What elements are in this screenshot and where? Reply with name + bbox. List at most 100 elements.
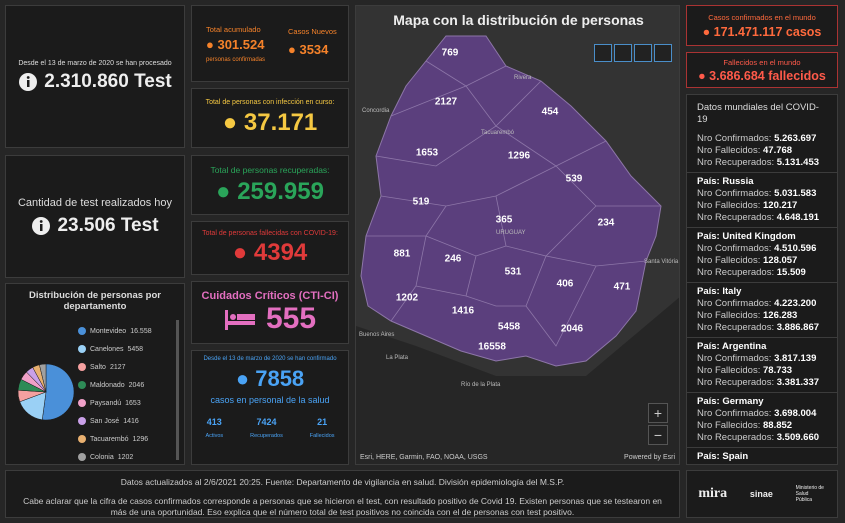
stat-row: Nro Confirmados: 4.223.200	[697, 298, 827, 310]
field-label: Nro Confirmados:	[697, 463, 771, 464]
critical-card: Cuidados Críticos (CTI-CI) 555	[191, 281, 349, 344]
department-row: Tacuarembó 1296	[78, 430, 174, 448]
field-value: 3.698.004	[774, 408, 817, 419]
stat-value: 21	[317, 417, 328, 427]
field-value: 4.510.596	[774, 243, 817, 254]
map-count: 5458	[498, 322, 521, 333]
stat-row: Nro Recuperados: 4.648.191	[697, 212, 827, 224]
value: 259.959	[237, 177, 324, 205]
bed-icon	[224, 309, 255, 330]
department-borders	[366, 60, 661, 347]
accumulated-card: Total acumulado ● 301.524 personas confi…	[191, 5, 349, 82]
place-label: URUGUAY	[496, 230, 526, 236]
pie-slice	[39, 363, 47, 393]
department-row: Montevideo 16.558	[78, 322, 174, 340]
department-value: 1296	[132, 435, 149, 443]
field-label: Nro Confirmados:	[697, 353, 772, 364]
stat-row: Nro Recuperados: 3.381.337	[697, 377, 827, 389]
map-title: Mapa con la distribución de personas	[393, 12, 644, 28]
country-name: Germany	[722, 396, 764, 407]
field-value: 120.217	[763, 200, 798, 211]
layers-button[interactable]	[634, 44, 652, 62]
department-value: 2127	[109, 363, 126, 371]
stat-value: 7424	[256, 417, 277, 427]
place-label: La Plata	[386, 355, 409, 361]
home-button[interactable]	[594, 44, 612, 62]
country-entry: País: Germany Nro Confirmados: 3.698.004 N…	[687, 393, 837, 448]
value: 3534	[299, 42, 329, 57]
department-row: Paysandú 1653	[78, 394, 174, 412]
pie-slice	[41, 363, 75, 421]
map: 769 2127 454 1653 1296 539 519 365 234 881 246 531 4…	[356, 6, 679, 464]
value: 7858	[255, 366, 305, 391]
stat-row: Nro Fallecidos: 88.852	[697, 420, 827, 432]
field-value: 47.768	[763, 145, 793, 156]
department-value: 1202	[117, 453, 134, 461]
stats: 413 Activos 7424 Recuperados 21 Fallecidos	[192, 417, 348, 439]
map-count: 2046	[561, 324, 584, 335]
map-count: 531	[505, 267, 522, 278]
stat-label: Recuperados	[250, 433, 283, 439]
field-label: Nro Recuperados:	[697, 212, 775, 223]
stat-row: Nro Recuperados: 15.509	[697, 267, 827, 279]
swatch	[78, 363, 86, 371]
field-label: Nro Recuperados:	[697, 157, 775, 168]
legend-button[interactable]	[614, 44, 632, 62]
logo-sinae: sinae	[749, 489, 773, 499]
zoom-in[interactable]: +	[648, 403, 668, 423]
recovered-card: Total de personas recuperadas: ● 259.959	[191, 155, 349, 215]
country-name: Argentina	[722, 341, 767, 352]
department-name: Colonia	[90, 453, 114, 461]
field-label: Nro Recuperados:	[697, 267, 775, 278]
map-count: 519	[413, 197, 430, 208]
country-entry: País: Italy Nro Confirmados: 4.223.200 Nro…	[687, 283, 837, 338]
caption: Cantidad de test realizados hoy	[17, 196, 173, 209]
label: Cuidados Críticos (CTI-CI)	[201, 289, 339, 302]
field-value: 3.817.139	[774, 353, 817, 364]
field-value: 3.687.762	[774, 463, 816, 464]
departments-card: Distribución de personas por departament…	[5, 283, 185, 465]
stat: 413 Activos	[205, 417, 223, 439]
logo-mira: mira	[698, 486, 728, 501]
country-title: País: Russia	[697, 176, 827, 188]
field-value: 78.733	[763, 365, 793, 376]
label: Casos confirmados en el mundo	[708, 12, 816, 22]
department-row: Salto 2127	[78, 358, 174, 376]
map-count: 406	[557, 279, 574, 290]
value: 4394	[253, 238, 308, 266]
logo-msp: Ministerio de Salud Pública	[795, 485, 824, 503]
field-label: Nro Confirmados:	[697, 243, 772, 254]
field-label: Nro Recuperados:	[697, 377, 775, 388]
stat-row: Nro Fallecidos: 120.217	[697, 200, 827, 212]
value: 555	[265, 301, 317, 335]
label: Total de personas con infección en curso…	[205, 99, 335, 106]
stat-row: Nro Fallecidos: 47.768	[697, 145, 827, 157]
map-count: 16558	[478, 342, 506, 353]
stat-row: Nro Fallecidos: 126.283	[697, 310, 827, 322]
stat-row: Nro Confirmados: 3.817.139	[697, 353, 827, 365]
field-value: 3.509.660	[776, 432, 820, 443]
field-value: 3.381.337	[776, 377, 820, 388]
stat-row: Nro Confirmados: 3.698.004	[697, 408, 827, 420]
zoom-out[interactable]: −	[648, 425, 668, 445]
department-value: 1416	[123, 417, 139, 425]
swatch	[78, 453, 86, 461]
map-count: 769	[442, 48, 459, 59]
country-title: País: United Kingdom	[697, 231, 827, 243]
field-label: Nro Recuperados:	[697, 432, 775, 443]
basemap-button[interactable]	[654, 44, 672, 62]
active-card: Total de personas con infección en curso…	[191, 88, 349, 148]
logos: mira sinae Ministerio de Salud Pública	[686, 470, 838, 518]
value: 3.686.684 fallecidos	[709, 68, 826, 83]
field-value: 5.131.453	[776, 157, 820, 168]
note: Cabe aclarar que la cifra de casos confi…	[23, 496, 662, 517]
value: 2.310.860 Test	[44, 71, 172, 92]
stat-label: Fallecidos	[309, 433, 335, 439]
department-name: Paysandú	[90, 399, 122, 407]
country-name: Spain	[722, 451, 749, 462]
label: Fallecidos en el mundo	[723, 57, 801, 67]
map-panel: 769 2127 454 1653 1296 539 519 365 234 881 246 531 4…	[355, 5, 680, 465]
field-value: 88.852	[763, 420, 793, 431]
country-prefix: País:	[697, 451, 720, 462]
place-label: Buenos Aires	[359, 332, 394, 338]
